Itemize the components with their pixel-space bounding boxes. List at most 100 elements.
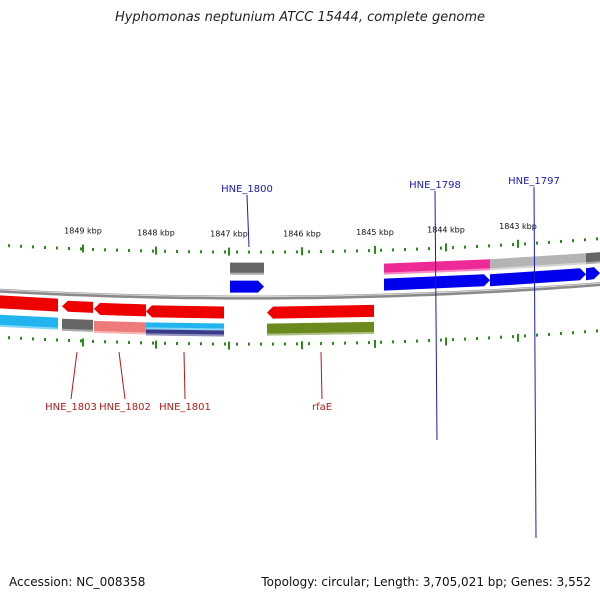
reverse-cds-arrow	[94, 302, 146, 317]
forward-cds-arrow	[586, 267, 600, 281]
cog-band-bottom	[62, 318, 93, 332]
cog-band-bottom	[94, 320, 146, 335]
inner-tick-dot	[236, 342, 238, 346]
inner-tick-dot	[212, 342, 214, 346]
cog-band-bottom-shade	[0, 324, 58, 330]
gene-label-bottom: HNE_1801	[159, 402, 211, 413]
outer-tick-dot	[584, 238, 586, 242]
inner-tick-dot	[92, 339, 94, 343]
gene-label-leader	[320, 351, 323, 400]
inner-tick-dot	[464, 337, 466, 341]
reverse-cds-arrow	[146, 305, 224, 319]
backbone-highlight	[0, 282, 600, 298]
inner-tick-dot	[380, 340, 382, 344]
scale-tick-label: 1848 kbp	[137, 229, 175, 238]
outer-tick-dot	[560, 240, 562, 243]
cog-band-bottom-shade	[146, 327, 224, 331]
outer-major-tick	[301, 247, 303, 256]
gene-label-leader	[183, 351, 186, 400]
inner-tick-dot	[128, 341, 130, 344]
inner-major-tick	[228, 341, 230, 350]
reverse-cds-arrow	[62, 300, 93, 313]
inner-major-tick	[301, 341, 303, 350]
inner-major-tick	[445, 337, 447, 346]
outer-tick-dot	[332, 249, 334, 253]
gene-label-top: HNE_1798	[409, 180, 461, 191]
gene-label-top: HNE_1797	[508, 176, 560, 187]
outer-major-tick	[374, 245, 376, 254]
inner-tick-dot	[296, 342, 298, 346]
cog-band-bottom-shade	[62, 328, 93, 332]
outer-tick-dot	[476, 245, 478, 248]
gene-label-leader	[118, 351, 126, 400]
inner-tick-dot	[248, 342, 250, 346]
inner-major-tick	[517, 333, 519, 342]
cog-band-top	[384, 259, 490, 275]
reverse-cds-arrow	[0, 295, 58, 312]
cog-band-top-shade	[586, 261, 600, 265]
outer-tick-dot	[272, 250, 274, 254]
inner-tick-dot	[368, 341, 370, 345]
inner-tick-dot	[392, 340, 394, 344]
outer-tick-dot	[236, 250, 238, 254]
inner-tick-dot	[452, 338, 454, 342]
outer-tick-dot	[368, 249, 370, 253]
inner-tick-dot	[428, 339, 430, 343]
cog-band-bottom-shade	[146, 333, 224, 337]
outer-major-tick	[228, 247, 230, 256]
inner-tick-dot	[332, 341, 334, 345]
inner-tick-dot	[56, 338, 58, 342]
outer-tick-dot	[392, 248, 394, 252]
outer-tick-dot	[104, 248, 106, 252]
inner-tick-dot	[308, 342, 310, 346]
outer-tick-dot	[68, 247, 70, 250]
inner-tick-dot	[224, 342, 226, 346]
outer-tick-dot	[380, 248, 382, 252]
outer-tick-dot	[440, 246, 442, 250]
inner-tick-dot	[200, 342, 202, 346]
genome-title: Hyphomonas neptunium ATCC 15444, complet…	[114, 10, 486, 25]
gene-label-top: HNE_1800	[221, 184, 273, 195]
cog-band-top	[586, 252, 600, 265]
outer-tick-dot	[344, 249, 346, 253]
outer-tick-dot	[176, 250, 178, 253]
inner-tick-dot	[320, 342, 322, 346]
inner-tick-dot	[164, 341, 166, 345]
inner-major-tick	[374, 339, 376, 348]
inner-tick-dot	[356, 341, 358, 345]
outer-tick-dot	[500, 243, 502, 247]
forward-cds-arrow	[230, 280, 264, 293]
inner-tick-dot	[260, 342, 262, 346]
scale-tick-label: 1847 kbp	[210, 230, 248, 239]
inner-major-tick	[155, 340, 157, 349]
outer-tick-dot	[248, 250, 250, 254]
cog-band-top-shade	[384, 268, 490, 275]
scale-tick-label: 1843 kbp	[499, 222, 537, 231]
outer-tick-dot	[356, 249, 358, 253]
inner-tick-dot	[536, 333, 538, 337]
inner-tick-dot	[44, 338, 46, 341]
outer-major-tick	[82, 244, 84, 253]
scale-tick-label: 1849 kbp	[64, 227, 102, 236]
outer-tick-dot	[596, 237, 598, 241]
outer-tick-dot	[464, 245, 466, 249]
forward-cds-arrow	[490, 268, 586, 287]
inner-tick-dot	[68, 339, 70, 342]
outer-tick-dot	[428, 247, 430, 251]
cog-band-bottom	[267, 321, 374, 336]
cog-band-bottom	[0, 314, 58, 330]
outer-tick-dot	[128, 249, 130, 252]
inner-tick-dot	[488, 336, 490, 340]
inner-tick-dot	[176, 342, 178, 345]
scale-tick-label: 1846 kbp	[283, 229, 321, 238]
outer-tick-dot	[56, 246, 58, 250]
inner-tick-dot	[524, 334, 526, 338]
outer-tick-dot	[416, 247, 418, 251]
inner-tick-dot	[152, 341, 154, 345]
outer-tick-dot	[20, 244, 22, 248]
outer-tick-dot	[116, 248, 118, 252]
outer-tick-dot	[512, 243, 514, 247]
cog-band-bottom	[146, 322, 224, 331]
outer-tick-dot	[164, 249, 166, 253]
